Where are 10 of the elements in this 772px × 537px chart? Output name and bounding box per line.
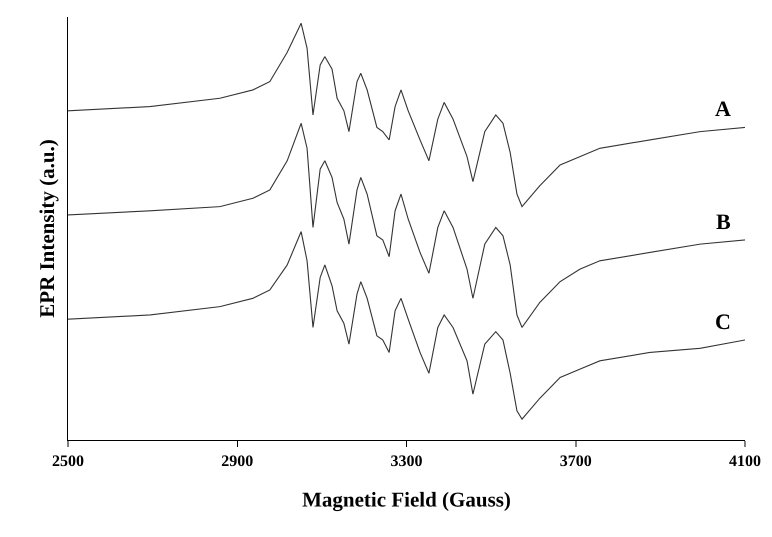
y-axis-title: EPR Intensity (a.u.) bbox=[35, 139, 60, 318]
series-label: A bbox=[715, 96, 731, 121]
series-label: B bbox=[716, 209, 731, 234]
series-label: C bbox=[715, 309, 731, 334]
x-axis-title: Magnetic Field (Gauss) bbox=[302, 487, 511, 512]
x-tick-label: 2500 bbox=[52, 453, 84, 470]
x-tick-label: 3700 bbox=[560, 453, 592, 470]
x-tick-label: 4100 bbox=[729, 453, 761, 470]
x-tick-label: 3300 bbox=[390, 453, 422, 470]
x-tick-label: 2900 bbox=[221, 453, 254, 470]
